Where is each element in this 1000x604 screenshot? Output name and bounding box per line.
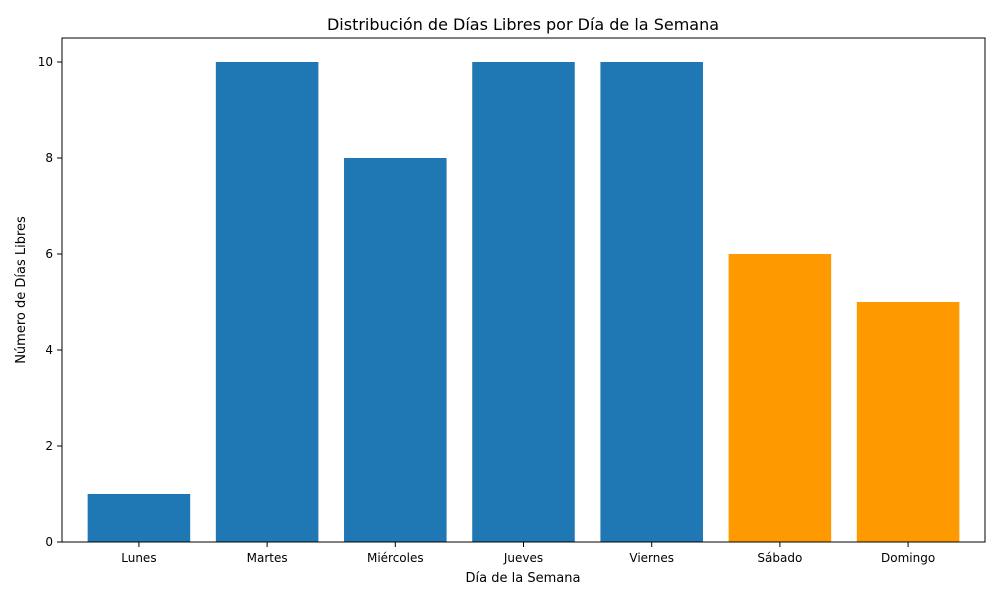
bar-lunes <box>87 494 191 542</box>
x-tick-label: Domingo <box>881 551 935 565</box>
plot-area: 0 2 4 6 8 10 Lunes Martes Miércoles Jueves Viernes… <box>38 37 986 565</box>
x-tick-label: Jueves <box>503 551 543 565</box>
x-tick-label: Sábado <box>757 551 802 565</box>
bar-domingo <box>856 302 960 542</box>
x-tick-label: Martes <box>247 551 288 565</box>
bar-viernes <box>600 62 703 542</box>
y-tick-label: 10 <box>38 55 53 69</box>
chart-title: Distribución de Días Libres por Día de l… <box>327 15 719 34</box>
y-axis-label: Número de Días Libres <box>14 216 29 364</box>
x-tick-label: Miércoles <box>367 551 424 565</box>
bar-miércoles <box>344 158 447 542</box>
bar-jueves <box>472 62 575 542</box>
x-axis-label: Día de la Semana <box>466 571 581 586</box>
y-tick-label: 8 <box>45 151 53 165</box>
bar-martes <box>215 62 319 542</box>
y-tick-label: 6 <box>45 247 53 261</box>
y-tick-label: 4 <box>45 343 53 357</box>
x-tick-label: Viernes <box>629 551 674 565</box>
x-tick-label: Lunes <box>121 551 156 565</box>
y-tick-label: 2 <box>45 439 53 453</box>
y-tick-label: 0 <box>45 535 53 549</box>
bar-sábado <box>728 254 832 542</box>
